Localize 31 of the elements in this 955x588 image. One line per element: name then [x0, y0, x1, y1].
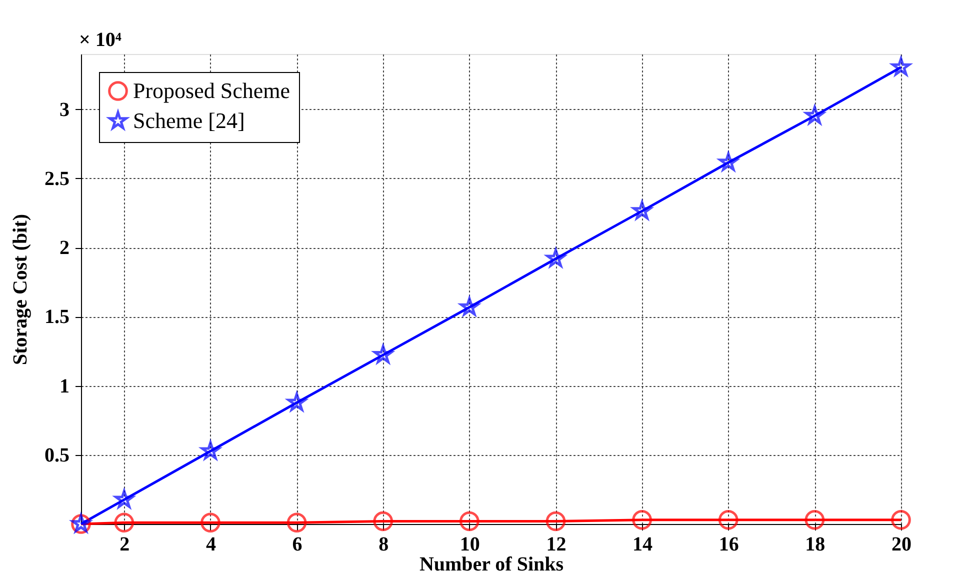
y-tick-label: 2.5	[44, 168, 70, 190]
point	[632, 510, 652, 530]
x-tick-label: 12	[546, 534, 566, 556]
point	[114, 512, 134, 533]
x-tick-label: 8	[378, 534, 389, 556]
point	[804, 510, 825, 530]
point	[200, 512, 220, 533]
point	[546, 511, 566, 532]
y-tick-label: 0.5	[44, 444, 70, 466]
x-tick-label: 10	[460, 534, 480, 556]
y-tick-label: 1.5	[44, 306, 70, 328]
y-axis-title: Storage Cost (bit)	[10, 214, 32, 366]
point	[286, 512, 307, 533]
x-axis-title: Number of Sinks	[419, 554, 564, 576]
text: × 10⁴	[79, 29, 122, 51]
legend-label: Scheme [24]	[133, 108, 245, 133]
y-tick-label: 3	[60, 98, 70, 121]
legend-label: Proposed Scheme	[133, 78, 290, 103]
x-tick-label: 16	[718, 534, 739, 556]
x-tick-label: 2	[120, 534, 130, 556]
point	[891, 510, 911, 530]
x-tick-label: 14	[632, 534, 653, 556]
x-tick-label: 18	[805, 534, 826, 556]
x-tick-label: 20	[892, 534, 912, 556]
point	[718, 510, 738, 530]
point	[460, 511, 480, 532]
x-tick-label: 4	[206, 534, 216, 556]
y-tick-label: 1	[60, 375, 70, 398]
x-tick-label: 6	[292, 534, 302, 556]
y-tick-label: 2	[60, 237, 70, 260]
point	[373, 511, 394, 532]
